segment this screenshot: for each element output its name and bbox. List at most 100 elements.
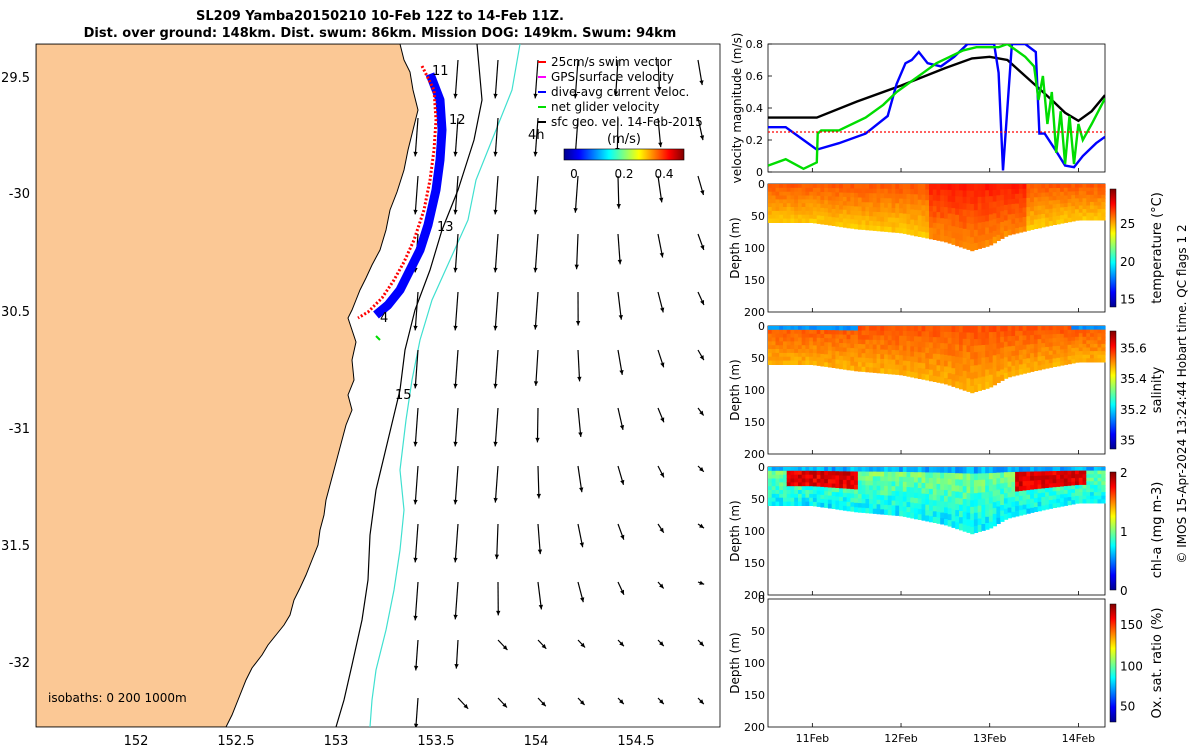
section-cell — [775, 326, 780, 331]
section-cell — [1048, 479, 1054, 485]
section-cell — [1045, 184, 1050, 189]
depth-ytick: 50 — [751, 210, 765, 223]
section-cell — [880, 344, 885, 351]
section-cell — [812, 478, 818, 484]
section-cell — [1090, 495, 1095, 500]
section-cell — [895, 476, 900, 483]
section-cell — [775, 203, 780, 208]
section-cell — [850, 334, 855, 340]
section-cell — [1048, 475, 1054, 480]
section-cell — [783, 360, 788, 365]
section-cell — [798, 470, 803, 476]
section-cell — [959, 209, 964, 216]
section-cell — [906, 467, 911, 473]
section-cell — [1071, 326, 1076, 331]
section-cell — [1078, 191, 1084, 196]
section-cell — [970, 493, 975, 501]
section-cell — [850, 184, 855, 189]
section-cell — [1033, 330, 1039, 336]
section-cell — [768, 345, 773, 350]
section-cell — [1101, 477, 1106, 482]
section-cell — [951, 497, 956, 504]
section-cell — [820, 326, 825, 331]
section-cell — [977, 222, 982, 230]
section-cell — [794, 333, 799, 339]
section-cell — [1022, 363, 1027, 369]
section-cell — [783, 486, 788, 491]
section-cell — [812, 184, 818, 189]
section-cell — [861, 353, 866, 359]
section-cell — [1052, 499, 1057, 504]
section-cell — [1037, 347, 1042, 353]
section-cell — [812, 329, 818, 335]
section-cell — [936, 506, 941, 513]
section-cell — [988, 356, 994, 364]
section-cell — [775, 360, 780, 365]
section-cell — [805, 210, 810, 216]
section-cell — [794, 214, 799, 220]
section-cell — [1052, 338, 1057, 343]
section-cell — [921, 368, 926, 375]
section-cell — [891, 227, 896, 233]
section-cell — [1067, 210, 1072, 215]
section-cell — [831, 326, 836, 331]
section-cell — [906, 204, 911, 210]
section-cell — [1097, 336, 1102, 341]
section-cell — [1093, 191, 1099, 196]
section-cell — [865, 206, 870, 213]
current-vector-head — [660, 362, 665, 368]
section-cell — [771, 470, 776, 476]
section-cell — [820, 219, 825, 225]
current-vector-head — [658, 197, 664, 203]
section-cell — [914, 482, 919, 489]
section-cell — [1078, 351, 1084, 356]
current-vector-head — [413, 383, 418, 389]
section-cell — [973, 210, 979, 218]
section-cell — [1003, 199, 1009, 206]
section-cell — [790, 352, 795, 358]
section-cell — [1048, 342, 1054, 348]
section-cell — [1015, 335, 1020, 342]
section-cell — [1078, 340, 1084, 345]
section-cell — [771, 337, 776, 342]
section-cell — [786, 210, 791, 216]
section-cell — [992, 225, 997, 232]
current-vector — [575, 233, 579, 270]
section-cell — [1033, 480, 1039, 486]
track-day-label: 11 — [432, 64, 449, 79]
section-cell — [921, 373, 926, 380]
section-cell — [816, 361, 821, 366]
section-cell — [842, 347, 848, 353]
current-vector — [415, 639, 419, 671]
section-cell — [798, 218, 803, 223]
section-cell — [1011, 223, 1016, 230]
section-cell — [846, 188, 851, 194]
section-cell — [824, 475, 829, 480]
section-cell — [921, 336, 926, 343]
section-cell — [929, 499, 934, 506]
section-cell — [1045, 192, 1050, 198]
section-cell — [929, 364, 934, 371]
section-cell — [872, 353, 878, 359]
section-cell — [835, 363, 840, 369]
section-cell — [775, 482, 780, 487]
section-cell — [872, 330, 878, 336]
depth-ytick: 150 — [744, 274, 765, 287]
section-cell — [899, 501, 904, 507]
section-cell — [1063, 482, 1069, 487]
section-cell — [1033, 219, 1039, 225]
section-cell — [827, 192, 833, 197]
section-cell — [940, 489, 945, 497]
section-cell — [1075, 485, 1080, 490]
section-cell — [951, 326, 956, 333]
section-cell — [985, 202, 990, 210]
section-cell — [932, 516, 938, 523]
section-cell — [902, 345, 908, 352]
section-cell — [798, 478, 803, 483]
section-cell — [981, 486, 986, 493]
section-cell — [1071, 485, 1076, 490]
section-cell — [940, 195, 945, 202]
section-cell — [854, 352, 859, 358]
section-cell — [1101, 198, 1106, 203]
